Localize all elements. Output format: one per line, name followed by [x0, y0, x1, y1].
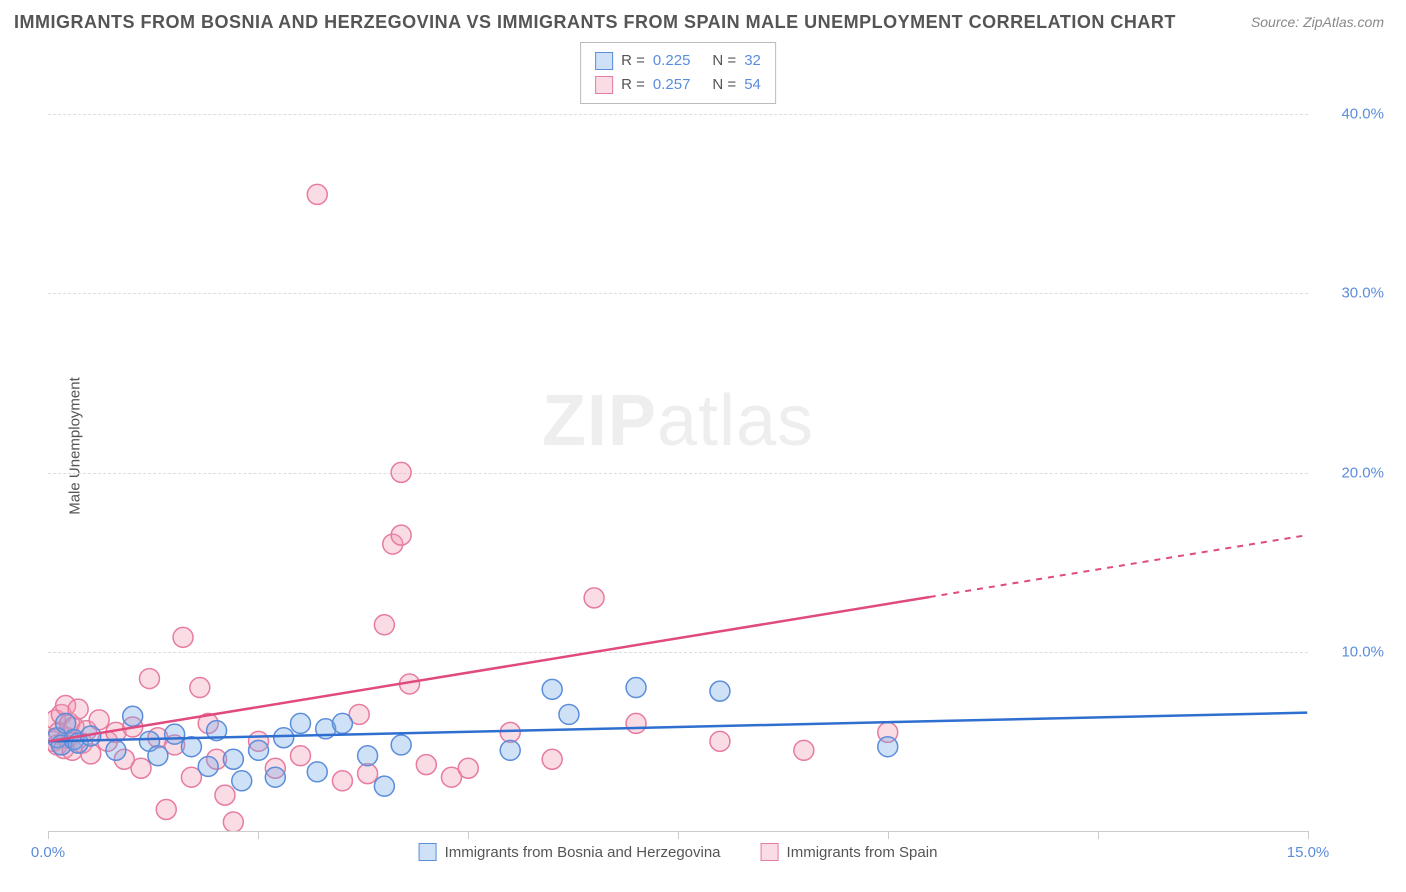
series-legend: Immigrants from Bosnia and Herzegovina Im… [419, 843, 938, 861]
y-tick-label: 40.0% [1341, 105, 1384, 122]
correlation-legend: R = 0.225 N = 32 R = 0.257 N = 54 [580, 42, 776, 104]
scatter-point [131, 758, 151, 778]
legend-label: Immigrants from Bosnia and Herzegovina [445, 844, 721, 861]
scatter-point [794, 740, 814, 760]
scatter-point [500, 722, 520, 742]
scatter-point [123, 706, 143, 726]
x-tick-label: 0.0% [31, 844, 65, 861]
scatter-point [307, 762, 327, 782]
legend-item: Immigrants from Spain [761, 843, 938, 861]
scatter-point [332, 713, 352, 733]
scatter-point [416, 755, 436, 775]
scatter-point [559, 704, 579, 724]
source-attribution: Source: ZipAtlas.com [1251, 14, 1384, 30]
scatter-point [584, 588, 604, 608]
scatter-point [148, 746, 168, 766]
scatter-point [374, 776, 394, 796]
legend-swatch-spain [595, 76, 613, 94]
legend-n-value-spain: 54 [744, 73, 761, 97]
trend-line [49, 597, 930, 741]
scatter-point [173, 627, 193, 647]
scatter-point [139, 669, 159, 689]
scatter-point [165, 724, 185, 744]
legend-n-value-bosnia: 32 [744, 49, 761, 73]
scatter-point [156, 799, 176, 819]
scatter-point [223, 749, 243, 769]
scatter-point [190, 678, 210, 698]
trend-line [49, 713, 1307, 742]
legend-swatch-bosnia [595, 52, 613, 70]
plot-area: ZIPatlas 10.0%20.0%30.0%40.0% R = 0.225 … [48, 42, 1308, 832]
legend-label: Immigrants from Spain [787, 844, 938, 861]
legend-row-bosnia: R = 0.225 N = 32 [595, 49, 761, 73]
y-tick-label: 10.0% [1341, 644, 1384, 661]
scatter-point [198, 756, 218, 776]
scatter-point [878, 737, 898, 757]
x-tick-label: 15.0% [1287, 844, 1330, 861]
legend-r-value-spain: 0.257 [653, 73, 691, 97]
scatter-point [710, 731, 730, 751]
scatter-point [458, 758, 478, 778]
scatter-point [249, 740, 269, 760]
y-tick-label: 20.0% [1341, 464, 1384, 481]
legend-r-label: R = [621, 73, 645, 97]
scatter-chart [48, 42, 1308, 831]
chart-title: IMMIGRANTS FROM BOSNIA AND HERZEGOVINA V… [14, 12, 1176, 33]
scatter-point [391, 462, 411, 482]
scatter-point [500, 740, 520, 760]
scatter-point [232, 771, 252, 791]
scatter-point [290, 713, 310, 733]
scatter-point [358, 746, 378, 766]
legend-swatch [419, 843, 437, 861]
trend-line-extrapolated [930, 535, 1308, 597]
scatter-point [542, 679, 562, 699]
scatter-point [307, 184, 327, 204]
scatter-point [181, 737, 201, 757]
scatter-point [626, 678, 646, 698]
scatter-point [358, 764, 378, 784]
scatter-point [290, 746, 310, 766]
scatter-point [710, 681, 730, 701]
scatter-point [215, 785, 235, 805]
legend-r-value-bosnia: 0.225 [653, 49, 691, 73]
legend-row-spain: R = 0.257 N = 54 [595, 73, 761, 97]
scatter-point [274, 728, 294, 748]
scatter-point [106, 740, 126, 760]
legend-n-label: N = [712, 73, 736, 97]
scatter-point [626, 713, 646, 733]
scatter-point [391, 525, 411, 545]
scatter-point [223, 812, 243, 831]
legend-swatch [761, 843, 779, 861]
legend-r-label: R = [621, 49, 645, 73]
y-tick-label: 30.0% [1341, 285, 1384, 302]
scatter-point [332, 771, 352, 791]
scatter-point [374, 615, 394, 635]
legend-n-label: N = [712, 49, 736, 73]
scatter-point [542, 749, 562, 769]
scatter-point [391, 735, 411, 755]
legend-item: Immigrants from Bosnia and Herzegovina [419, 843, 721, 861]
scatter-point [265, 767, 285, 787]
